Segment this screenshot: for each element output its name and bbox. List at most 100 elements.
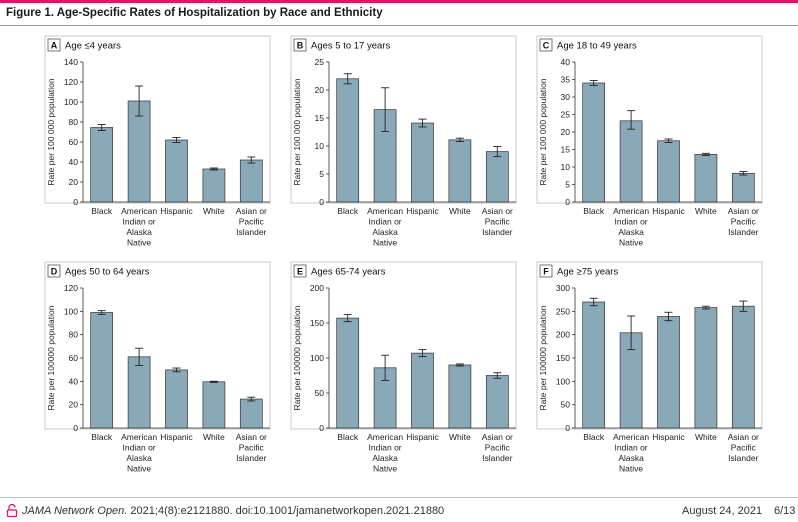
bar [239, 159, 263, 203]
category-label: Pacific [485, 217, 511, 227]
category-label: White [449, 206, 471, 216]
panel-title: Age ≤4 years [65, 41, 121, 52]
bar [731, 305, 755, 429]
y-tick-label: 200 [310, 283, 324, 293]
citation-line: JAMA Network Open. 2021;4(8):e2121880. d… [22, 505, 444, 517]
y-tick-label: 40 [69, 376, 79, 386]
publication-date: August 24, 2021 [682, 505, 763, 517]
category-label: Alaska [618, 453, 644, 463]
panel-letter-box [539, 38, 553, 52]
bar [448, 139, 472, 203]
panel-letter-box [47, 38, 61, 52]
category-label: Hispanic [406, 206, 439, 216]
panel-letter: C [543, 41, 550, 51]
accent-top-bar [0, 0, 798, 3]
bar [165, 139, 188, 203]
category-label: Asian or [728, 432, 759, 442]
category-label: White [695, 206, 717, 216]
panel-frame [290, 35, 517, 204]
page-number: 6/13 [774, 505, 796, 517]
bar [694, 154, 718, 203]
y-tick-label: 300 [556, 283, 570, 293]
y-tick-label: 100 [310, 353, 324, 363]
y-tick-label: 35 [561, 75, 571, 85]
category-label: Black [583, 206, 605, 216]
bar [582, 301, 606, 429]
panel-frame [290, 261, 517, 430]
category-label: White [449, 432, 471, 442]
y-tick-label: 0 [319, 423, 324, 433]
y-axis-label: Rate per 100 000 population [292, 78, 302, 186]
panel-frame [536, 35, 763, 204]
y-tick-label: 40 [69, 157, 79, 167]
category-label: Islander [482, 453, 512, 463]
panel-frame [44, 261, 271, 430]
category-label: Alaska [618, 227, 644, 237]
category-label: American [613, 206, 649, 216]
bar [657, 140, 680, 203]
y-tick-label: 100 [64, 97, 78, 107]
category-label: Islander [482, 227, 512, 237]
category-label: Pacific [239, 217, 265, 227]
y-tick-label: 140 [64, 57, 78, 67]
bar [165, 369, 188, 429]
figure-title: Figure 1. Age-Specific Rates of Hospital… [6, 7, 383, 19]
y-tick-label: 50 [315, 388, 325, 398]
y-tick-label: 60 [69, 353, 79, 363]
y-tick-label: 0 [565, 197, 570, 207]
y-tick-label: 60 [69, 137, 79, 147]
category-label: Black [337, 432, 359, 442]
journal-name: JAMA Network Open. [22, 505, 128, 517]
bar [731, 172, 755, 203]
bar [411, 122, 434, 203]
category-label: Black [583, 432, 605, 442]
bar [582, 82, 606, 203]
bar [448, 364, 472, 429]
category-label: Pacific [239, 443, 265, 453]
y-tick-label: 20 [315, 85, 325, 95]
title-divider [0, 25, 798, 26]
category-label: Pacific [731, 217, 757, 227]
y-tick-label: 100 [64, 306, 78, 316]
bar [336, 317, 360, 429]
y-tick-label: 120 [64, 283, 78, 293]
category-label: Islander [236, 453, 266, 463]
y-tick-label: 0 [565, 423, 570, 433]
category-label: Black [91, 206, 113, 216]
panel-title: Age 18 to 49 years [557, 41, 637, 52]
category-label: Asian or [236, 432, 267, 442]
y-tick-label: 100 [556, 376, 570, 386]
category-label: Alaska [372, 227, 398, 237]
category-label: Asian or [236, 206, 267, 216]
category-label: Hispanic [406, 432, 439, 442]
category-label: Native [373, 238, 397, 248]
panel-frame [536, 261, 763, 430]
bar [694, 307, 718, 429]
category-label: White [695, 432, 717, 442]
panel-title: Ages 5 to 17 years [311, 41, 390, 52]
y-tick-label: 120 [64, 77, 78, 87]
category-label: Asian or [482, 432, 513, 442]
y-tick-label: 5 [319, 169, 324, 179]
bar [485, 375, 509, 429]
y-tick-label: 80 [69, 330, 79, 340]
panel-title: Ages 50 to 64 years [65, 267, 150, 278]
category-label: Indian or [369, 217, 402, 227]
category-label: White [203, 206, 225, 216]
bar [485, 151, 509, 203]
bar [127, 356, 151, 429]
y-tick-label: 250 [556, 306, 570, 316]
y-tick-label: 20 [69, 177, 79, 187]
y-axis-label: Rate per 100 000 population [46, 78, 56, 186]
category-label: Indian or [615, 443, 648, 453]
category-label: Pacific [731, 443, 757, 453]
category-label: Islander [236, 227, 266, 237]
y-tick-label: 40 [561, 57, 571, 67]
y-axis-label: Rate per 100000 population [292, 305, 302, 410]
category-label: American [121, 206, 157, 216]
panel-f: F Age ≥75 years 0 50 100 150 200 250 300 Rate per… [536, 261, 763, 474]
y-tick-label: 0 [73, 197, 78, 207]
panel-letter-box [293, 264, 307, 278]
y-tick-label: 80 [69, 117, 79, 127]
